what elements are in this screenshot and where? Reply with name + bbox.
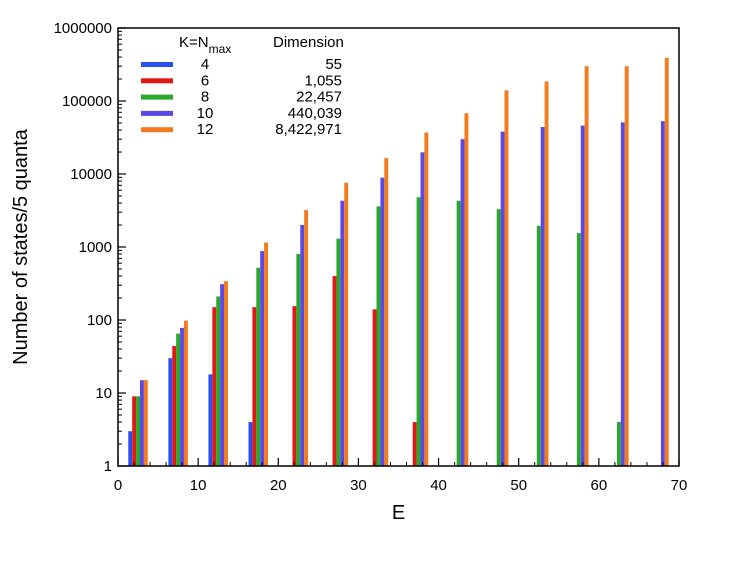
bar-k12-e57.5 — [584, 66, 589, 467]
x-axis-title: E — [392, 502, 405, 524]
bar-k12-e32.5 — [384, 158, 389, 466]
bar-k8-e42.5 — [456, 200, 461, 466]
legend-label-k12: 12 — [197, 121, 214, 138]
bar-k10-e12.5 — [220, 284, 225, 466]
y-tick-label: 10 — [95, 385, 112, 402]
bar-k8-e57.5 — [576, 233, 581, 466]
legend-dimension-k12: 8,422,971 — [275, 121, 342, 138]
bar-k6-e12.5 — [212, 307, 217, 466]
legend-items: 4 55 6 1,055 8 22,457 10 440,039 12 8,422,971 — [141, 56, 342, 138]
legend: K=Nmax Dimension 4 55 6 1,055 8 22,457 10 440,0… — [141, 34, 344, 138]
bar-k10-e42.5 — [460, 139, 465, 467]
bar-k8-e62.5 — [616, 422, 621, 466]
bar-k10-e47.5 — [500, 131, 505, 466]
legend-swatch-k8 — [141, 94, 173, 100]
bar-k6-e32.5 — [372, 309, 377, 466]
legend-header-sub: max — [209, 42, 232, 56]
bar-k8-e37.5 — [416, 197, 421, 466]
x-tick-label: 0 — [114, 477, 122, 494]
y-axis-title: Number of states/5 quanta — [10, 128, 32, 365]
bar-k6-e17.5 — [252, 307, 257, 466]
bar-k12-e37.5 — [424, 132, 429, 466]
legend-swatch-k4 — [141, 62, 173, 67]
bar-k12-e27.5 — [344, 182, 349, 466]
x-tick-label: 70 — [671, 477, 688, 494]
x-tick-label: 10 — [190, 477, 207, 494]
y-tick-label: 1000 — [79, 239, 112, 256]
bar-k8-e32.5 — [376, 206, 381, 466]
y-tick-label: 100000 — [62, 93, 112, 110]
bar-k10-e52.5 — [540, 127, 545, 466]
bar-k8-e27.5 — [336, 238, 341, 466]
bar-k4-e17.5 — [248, 422, 253, 466]
x-tick-label: 40 — [430, 477, 447, 494]
bar-k12-e7.5 — [183, 320, 188, 466]
bar-k8-e12.5 — [216, 296, 221, 466]
bar-k10-e62.5 — [620, 122, 625, 466]
bar-k6-e27.5 — [332, 276, 337, 466]
bar-k6-e2.5 — [132, 396, 137, 466]
bar-k10-e67.5 — [660, 121, 665, 466]
legend-dimension-k10: 440,039 — [288, 105, 342, 122]
bar-k4-e12.5 — [208, 374, 213, 466]
bar-k6-e7.5 — [172, 346, 177, 466]
bar-k8-e7.5 — [176, 333, 181, 466]
bar-k12-e52.5 — [544, 81, 549, 466]
y-tick-label: 100 — [87, 312, 112, 329]
legend-dimension-k6: 1,055 — [304, 72, 342, 89]
legend-label-k10: 10 — [197, 105, 214, 122]
y-tick-label: 1000000 — [54, 20, 112, 37]
y-axis: 1 10 100 1000 10000 100000 1000000 — [54, 20, 126, 475]
legend-swatch-k6 — [141, 78, 173, 84]
legend-label-k8: 8 — [201, 89, 209, 106]
legend-swatch-k12 — [141, 127, 173, 133]
bar-k10-e27.5 — [340, 200, 345, 466]
bar-k8-e47.5 — [496, 209, 501, 466]
bar-k10-e17.5 — [260, 251, 265, 466]
bar-k10-e22.5 — [300, 225, 305, 466]
bar-k12-e2.5 — [143, 380, 148, 466]
legend-header-label: K=Nmax — [179, 34, 231, 56]
bar-k12-e12.5 — [224, 281, 228, 466]
bar-k10-e57.5 — [580, 125, 585, 467]
bar-k8-e2.5 — [136, 396, 140, 466]
bar-k12-e17.5 — [264, 242, 268, 466]
x-tick-label: 60 — [591, 477, 608, 494]
bar-k12-e47.5 — [504, 90, 509, 466]
x-tick-label: 30 — [350, 477, 367, 494]
legend-header-dimension: Dimension — [273, 34, 344, 51]
x-tick-label: 50 — [510, 477, 527, 494]
y-tick-label: 1 — [104, 458, 112, 475]
legend-dimension-k8: 22,457 — [296, 89, 342, 106]
legend-swatch-k10 — [141, 110, 173, 116]
bar-k6-e37.5 — [412, 422, 417, 466]
y-tick-label: 10000 — [70, 166, 112, 183]
bar-k4-e7.5 — [168, 358, 173, 466]
bar-k10-e32.5 — [380, 177, 385, 466]
legend-label-k6: 6 — [201, 72, 209, 89]
legend-dimension-k4: 55 — [325, 56, 342, 73]
x-tick-label: 20 — [270, 477, 287, 494]
bar-k12-e67.5 — [664, 57, 669, 466]
x-axis: 0 10 20 30 40 50 60 70 — [114, 458, 688, 494]
bar-k8-e17.5 — [256, 267, 261, 466]
bar-k10-e37.5 — [420, 152, 425, 466]
bar-k8-e22.5 — [296, 254, 301, 466]
bars-layer — [128, 57, 669, 467]
bar-k12-e22.5 — [304, 210, 309, 466]
legend-header-k: K=N — [179, 34, 209, 51]
bar-k8-e52.5 — [536, 225, 541, 466]
bar-k6-e22.5 — [292, 306, 297, 466]
bar-k10-e2.5 — [139, 380, 144, 466]
legend-label-k4: 4 — [201, 56, 209, 73]
bar-k10-e7.5 — [180, 327, 184, 466]
bar-k12-e62.5 — [624, 66, 629, 467]
bar-k4-e2.5 — [128, 431, 133, 466]
bar-k12-e42.5 — [464, 113, 469, 466]
